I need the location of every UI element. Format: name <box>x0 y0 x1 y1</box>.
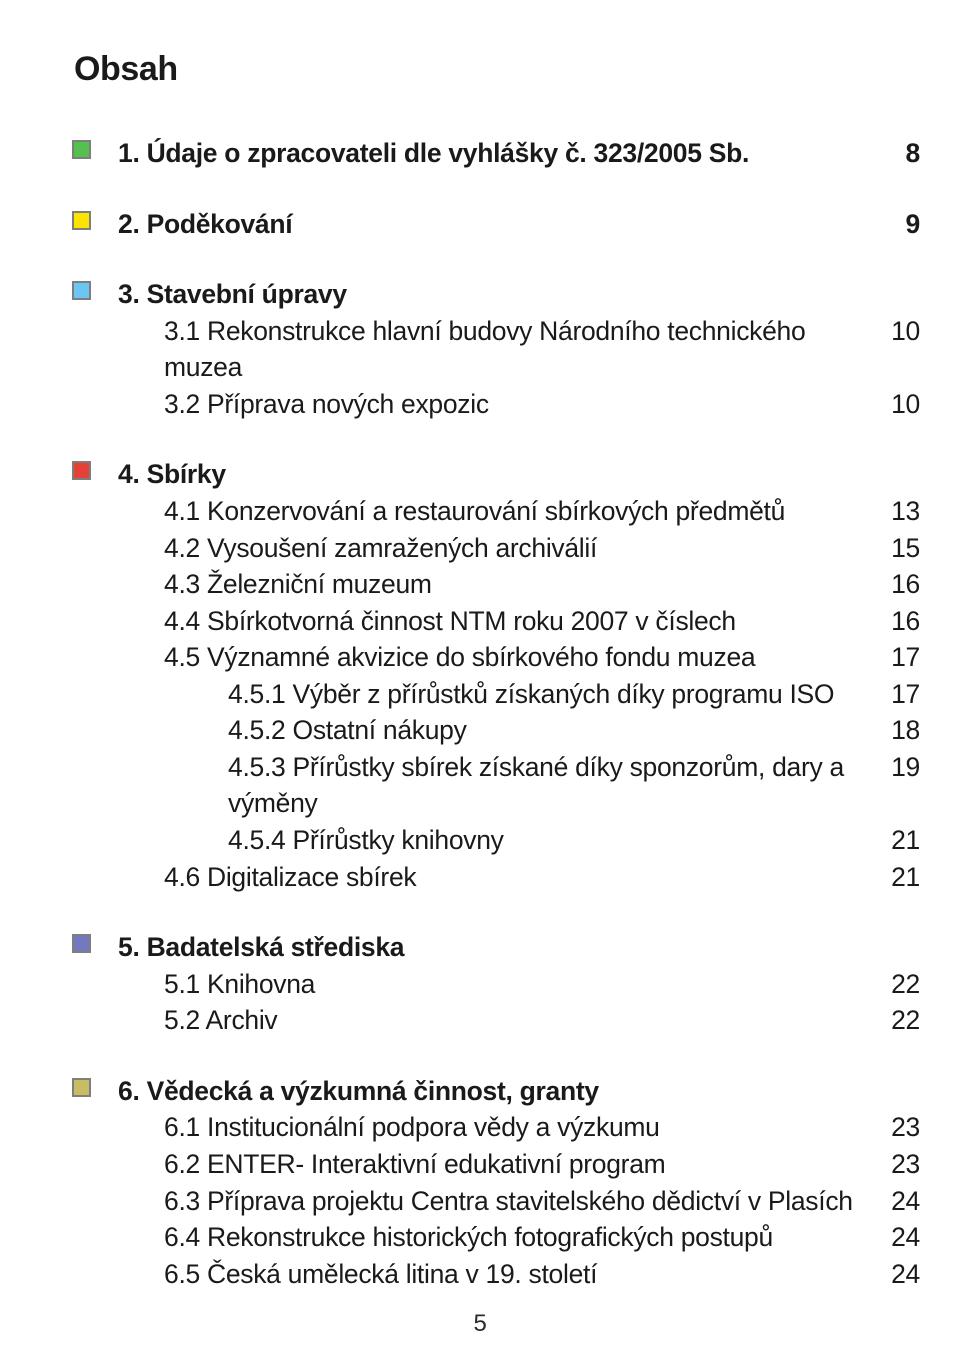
toc-entry-page: 10 <box>864 313 920 350</box>
toc-row: 4.3 Železniční muzeum16 <box>72 566 920 603</box>
toc-row: 4. Sbírky <box>72 456 920 493</box>
toc-row: 4.5 Významné akvizice do sbírkového fond… <box>72 639 920 676</box>
toc-entry-label: 5.1 Knihovna <box>118 966 864 1003</box>
toc-row: 4.5.4 Přírůstky knihovny21 <box>72 822 920 859</box>
toc-row: 4.6 Digitalizace sbírek21 <box>72 859 920 896</box>
toc-entry-label: 6.1 Institucionální podpora vědy a výzku… <box>118 1109 864 1146</box>
toc-entry-label: 3.1 Rekonstrukce hlavní budovy Národního… <box>118 313 864 386</box>
toc-section: 5. Badatelská střediska5.1 Knihovna225.2… <box>72 929 920 1039</box>
toc-entry-label: 4.2 Vysoušení zamražených archiválií <box>118 530 864 567</box>
toc-entry-label: 4.1 Konzervování a restaurování sbírkový… <box>118 493 864 530</box>
page-number: 5 <box>0 1310 960 1338</box>
toc-row: 4.1 Konzervování a restaurování sbírkový… <box>72 493 920 530</box>
toc-title: Obsah <box>74 50 920 89</box>
toc-entry-label: 5. Badatelská střediska <box>118 929 864 966</box>
section-bullet-icon <box>72 934 91 953</box>
toc-row: 6.4 Rekonstrukce historických fotografic… <box>72 1219 920 1256</box>
toc-entry-label: 4.5 Významné akvizice do sbírkového fond… <box>118 639 864 676</box>
toc-entry-page: 16 <box>864 566 920 603</box>
toc-row: 4.2 Vysoušení zamražených archiválií15 <box>72 530 920 567</box>
toc-entry-page: 24 <box>864 1256 920 1293</box>
toc-section: 3. Stavební úpravy3.1 Rekonstrukce hlavn… <box>72 276 920 422</box>
toc-entry-page: 8 <box>864 135 920 172</box>
toc-section: 2. Poděkování9 <box>72 206 920 243</box>
toc-row: 6.2 ENTER- Interaktivní edukativní progr… <box>72 1146 920 1183</box>
toc-entry-page: 15 <box>864 530 920 567</box>
section-bullet-icon <box>72 461 91 480</box>
toc-row: 6. Vědecká a výzkumná činnost, granty <box>72 1073 920 1110</box>
section-bullet-icon <box>72 140 91 159</box>
toc-entry-label: 1. Údaje o zpracovateli dle vyhlášky č. … <box>118 135 864 172</box>
section-bullet-icon <box>72 281 91 300</box>
bullet-cell <box>72 281 118 300</box>
toc-sections: 1. Údaje o zpracovateli dle vyhlášky č. … <box>72 135 920 1292</box>
toc-entry-page: 24 <box>864 1219 920 1256</box>
toc-page: Obsah 1. Údaje o zpracovateli dle vyhláš… <box>0 0 960 1366</box>
toc-entry-label: 6.2 ENTER- Interaktivní edukativní progr… <box>118 1146 864 1183</box>
toc-row: 4.5.1 Výběr z přírůstků získaných díky p… <box>72 676 920 713</box>
toc-section: 1. Údaje o zpracovateli dle vyhlášky č. … <box>72 135 920 172</box>
toc-entry-label: 2. Poděkování <box>118 206 864 243</box>
section-bullet-icon <box>72 211 91 230</box>
toc-entry-label: 3.2 Příprava nových expozic <box>118 386 864 423</box>
toc-row: 1. Údaje o zpracovateli dle vyhlášky č. … <box>72 135 920 172</box>
toc-row: 5.2 Archiv22 <box>72 1002 920 1039</box>
toc-row: 4.5.2 Ostatní nákupy18 <box>72 712 920 749</box>
toc-entry-label: 6.3 Příprava projektu Centra stavitelské… <box>118 1183 864 1220</box>
section-bullet-icon <box>72 1078 91 1097</box>
toc-row: 5.1 Knihovna22 <box>72 966 920 1003</box>
toc-entry-page: 18 <box>864 712 920 749</box>
toc-entry-label: 4.5.1 Výběr z přírůstků získaných díky p… <box>118 676 864 713</box>
toc-entry-page: 17 <box>864 676 920 713</box>
bullet-cell <box>72 211 118 230</box>
toc-row: 2. Poděkování9 <box>72 206 920 243</box>
toc-row: 4.4 Sbírkotvorná činnost NTM roku 2007 v… <box>72 603 920 640</box>
toc-entry-label: 3. Stavební úpravy <box>118 276 864 313</box>
toc-entry-page: 13 <box>864 493 920 530</box>
bullet-cell <box>72 140 118 159</box>
toc-entry-page: 23 <box>864 1146 920 1183</box>
toc-row: 4.5.3 Přírůstky sbírek získané díky spon… <box>72 749 920 822</box>
toc-entry-label: 4.3 Železniční muzeum <box>118 566 864 603</box>
toc-entry-label: 4.5.4 Přírůstky knihovny <box>118 822 864 859</box>
toc-entry-label: 6. Vědecká a výzkumná činnost, granty <box>118 1073 864 1110</box>
toc-entry-page: 21 <box>864 859 920 896</box>
bullet-cell <box>72 461 118 480</box>
toc-entry-page: 17 <box>864 639 920 676</box>
bullet-cell <box>72 1078 118 1097</box>
toc-section: 4. Sbírky4.1 Konzervování a restaurování… <box>72 456 920 895</box>
toc-entry-page: 19 <box>864 749 920 786</box>
bullet-cell <box>72 934 118 953</box>
toc-entry-label: 4. Sbírky <box>118 456 864 493</box>
toc-entry-label: 4.6 Digitalizace sbírek <box>118 859 864 896</box>
toc-entry-page: 23 <box>864 1109 920 1146</box>
toc-row: 3.1 Rekonstrukce hlavní budovy Národního… <box>72 313 920 386</box>
toc-entry-label: 4.4 Sbírkotvorná činnost NTM roku 2007 v… <box>118 603 864 640</box>
toc-entry-label: 4.5.2 Ostatní nákupy <box>118 712 864 749</box>
toc-entry-label: 6.5 Česká umělecká litina v 19. století <box>118 1256 864 1293</box>
toc-row: 6.5 Česká umělecká litina v 19. století2… <box>72 1256 920 1293</box>
toc-entry-page: 10 <box>864 386 920 423</box>
toc-entry-label: 5.2 Archiv <box>118 1002 864 1039</box>
toc-row: 6.1 Institucionální podpora vědy a výzku… <box>72 1109 920 1146</box>
toc-row: 5. Badatelská střediska <box>72 929 920 966</box>
toc-entry-page: 24 <box>864 1183 920 1220</box>
toc-entry-page: 22 <box>864 966 920 1003</box>
toc-entry-page: 9 <box>864 206 920 243</box>
toc-entry-page: 21 <box>864 822 920 859</box>
toc-entry-label: 4.5.3 Přírůstky sbírek získané díky spon… <box>118 749 864 822</box>
toc-entry-page: 22 <box>864 1002 920 1039</box>
toc-entry-label: 6.4 Rekonstrukce historických fotografic… <box>118 1219 864 1256</box>
toc-row: 3.2 Příprava nových expozic10 <box>72 386 920 423</box>
toc-row: 6.3 Příprava projektu Centra stavitelské… <box>72 1183 920 1220</box>
toc-section: 6. Vědecká a výzkumná činnost, granty6.1… <box>72 1073 920 1292</box>
toc-row: 3. Stavební úpravy <box>72 276 920 313</box>
toc-entry-page: 16 <box>864 603 920 640</box>
